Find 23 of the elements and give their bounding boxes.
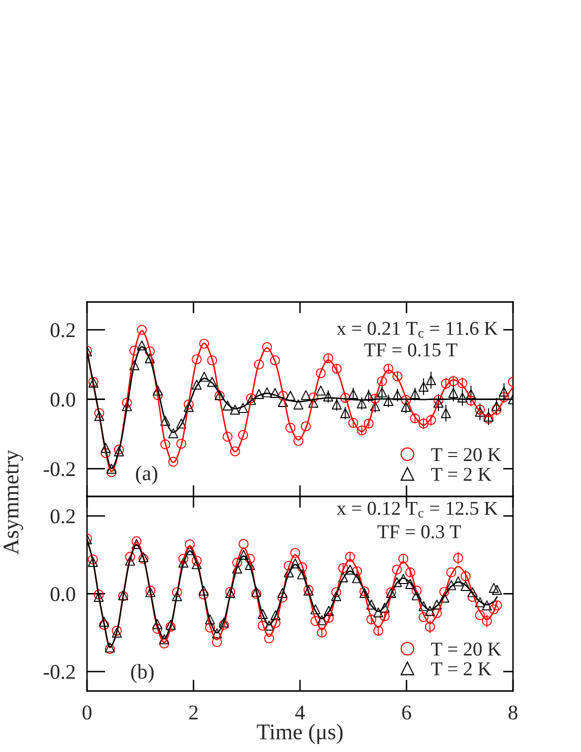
y-tick-label: 0.0 (50, 392, 76, 407)
y-tick-label: 0.0 (50, 587, 76, 602)
legend-label: T = 2 K (431, 662, 492, 676)
annotation: TF = 0.15 T (364, 343, 458, 357)
annotation: (a) (136, 466, 158, 485)
legend-label: T = 20 K (431, 448, 502, 462)
x-tick-label: 4 (295, 706, 305, 720)
y-axis-title: Asymmetry (4, 450, 24, 555)
series-label: T = 20 K (431, 642, 502, 656)
x-tick-label: 0 (82, 705, 92, 720)
annotation: TF = 0.3 T (378, 525, 461, 538)
annotation: x = 0.12 T$_{c}$ = 12.5 K (336, 502, 498, 518)
y-tick-label: -0.2 (44, 664, 75, 680)
annotation: x = 0.21 T$_{c}$ = 11.6 K (336, 322, 498, 338)
y-tick-label: 0.2 (50, 323, 75, 338)
x-tick-label: 2 (189, 706, 198, 720)
x-tick-label: 8 (508, 705, 518, 720)
y-tick-label: -0.2 (44, 462, 75, 476)
x-axis-title: Time (μs) (256, 724, 343, 744)
legend-label: T = 2 K (431, 468, 492, 481)
y-tick-label: 0.2 (50, 509, 75, 524)
x-tick-label: 6 (402, 706, 412, 720)
annotation: (b) (131, 664, 154, 683)
